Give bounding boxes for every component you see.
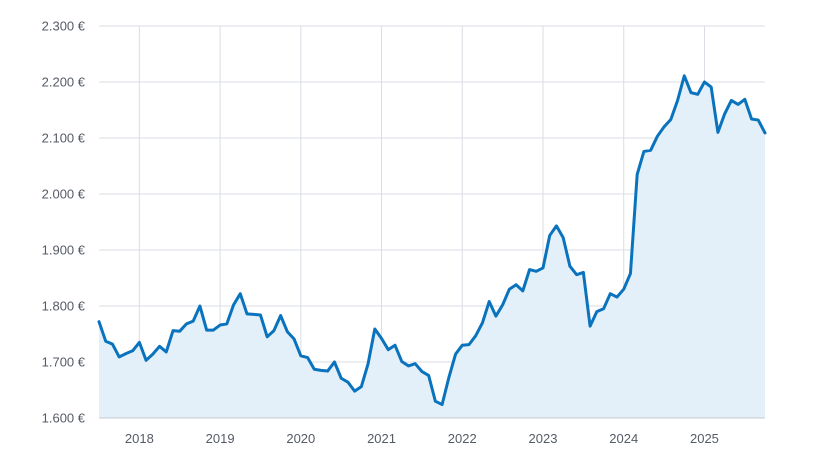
- y-tick-label: 1.900 €: [42, 243, 86, 258]
- series-line: [97, 74, 767, 407]
- x-tick-label: 2018: [125, 431, 154, 446]
- x-axis-labels: 2018 2019 2020 2021 2022 2023 2024 2025: [125, 431, 719, 446]
- y-tick-label: 2.200 €: [42, 75, 86, 90]
- y-tick-label: 2.000 €: [42, 187, 86, 202]
- x-tick-label: 2023: [529, 431, 558, 446]
- x-tick-label: 2025: [690, 431, 719, 446]
- y-tick-label: 2.300 €: [42, 19, 86, 34]
- x-tick-label: 2022: [448, 431, 477, 446]
- y-tick-label: 1.700 €: [42, 355, 86, 370]
- x-tick-label: 2021: [367, 431, 396, 446]
- x-tick-label: 2019: [206, 431, 235, 446]
- x-tick-label: 2020: [286, 431, 315, 446]
- y-axis-labels: 1.600 € 1.700 € 1.800 € 1.900 € 2.000 € 2.100…: [42, 19, 86, 426]
- y-tick-label: 1.800 €: [42, 299, 86, 314]
- y-tick-label: 1.600 €: [42, 411, 86, 426]
- x-tick-label: 2024: [609, 431, 638, 446]
- y-tick-label: 2.100 €: [42, 131, 86, 146]
